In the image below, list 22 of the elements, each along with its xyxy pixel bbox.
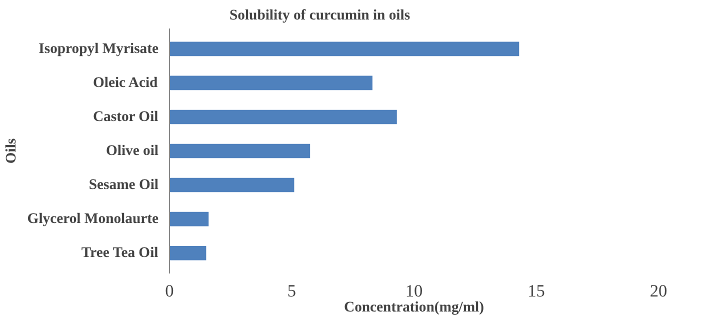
y-axis-title: Oils xyxy=(3,138,20,164)
bar xyxy=(170,144,310,158)
x-tick-label: 10 xyxy=(405,282,423,300)
bar xyxy=(170,212,209,226)
chart-title: Solubility of curcumin in oils xyxy=(230,8,410,24)
x-axis-title: Concentration(mg/ml) xyxy=(344,300,484,316)
bar xyxy=(170,178,294,192)
y-tick-label: Sesame Oil xyxy=(88,177,159,194)
x-tick-label: 15 xyxy=(528,282,545,300)
bar xyxy=(170,76,372,90)
y-tick-label: Isopropyl Myrisate xyxy=(38,40,159,57)
x-tick-label: 5 xyxy=(287,282,296,300)
y-tick-label: Tree Tea Oil xyxy=(81,245,158,262)
x-tick-label: 20 xyxy=(650,282,668,300)
bar xyxy=(170,110,397,124)
y-tick-label: Castor Oil xyxy=(92,108,158,125)
y-tick-label: Oleic Acid xyxy=(92,74,158,91)
bar xyxy=(170,246,206,260)
x-tick-label: 0 xyxy=(165,282,174,300)
y-tick-label: Olive oil xyxy=(106,143,158,159)
bar xyxy=(170,42,520,56)
y-tick-label: Glycerol Monolaurte xyxy=(27,211,159,228)
